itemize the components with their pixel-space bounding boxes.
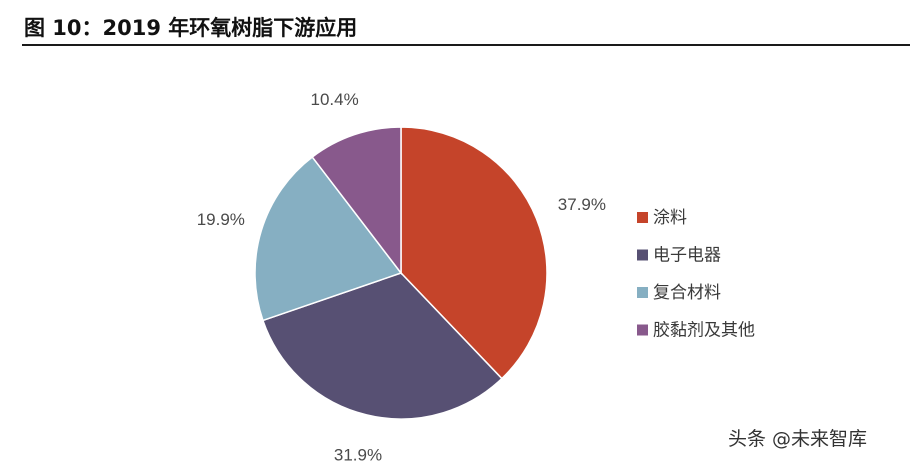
pie-slice-3 <box>254 155 403 322</box>
pie-slice-2 <box>261 272 503 420</box>
legend-label-4: 胶黏剂及其他 <box>653 321 755 341</box>
pie-percent-labels: 37.9% 31.9% 19.9% 10.4% <box>197 90 606 463</box>
legend-swatch-1 <box>637 212 648 223</box>
figure-title: 图 10：2019 年环氧树脂下游应用 <box>24 16 358 40</box>
pie-slices <box>254 126 548 420</box>
legend-swatch-3 <box>637 287 648 298</box>
legend-swatch-4 <box>637 324 648 336</box>
legend-label-3: 复合材料 <box>653 283 721 303</box>
pie-percent-label-2: 31.9% <box>334 445 382 463</box>
legend-label-2: 电子电器 <box>653 246 721 266</box>
legend-label-1: 涂料 <box>653 208 687 228</box>
title-divider <box>22 44 910 46</box>
legend-swatch-2 <box>637 249 648 261</box>
pie-slice-1 <box>400 126 548 380</box>
pie-slice-4 <box>311 126 402 276</box>
pie-percent-label-1: 37.9% <box>558 195 606 214</box>
watermark-text: 头条 @未来智库 <box>728 428 868 450</box>
pie-percent-label-3: 19.9% <box>197 210 245 229</box>
pie-percent-label-4: 10.4% <box>310 90 358 109</box>
